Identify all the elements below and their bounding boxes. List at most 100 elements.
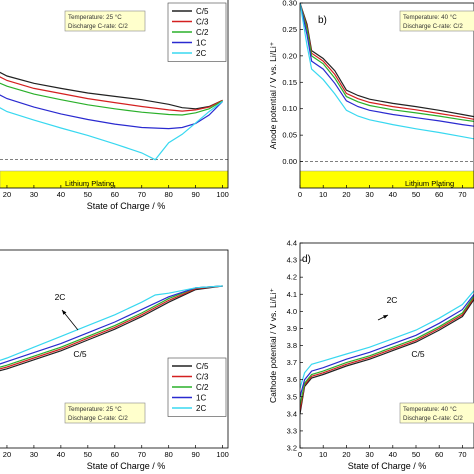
series-line-C-5 <box>0 285 223 372</box>
panel-d: 0 10 20 30 40 50 60 70 3.2 3.3 3.4 3.5 3.6 3.7 3.8 3.9 4… <box>268 239 474 471</box>
annotation-line: Discharge C-rate: C/2 <box>68 415 128 422</box>
legend-label: C/5 <box>196 7 209 16</box>
series-line-1C <box>0 285 223 365</box>
panel-a: Lithium Plating 20 30 40 50 60 70 80 90 100 State … <box>0 0 229 211</box>
annotation-line: Discharge C-rate: C/2 <box>403 23 463 30</box>
series-line-C-3 <box>0 285 223 370</box>
y-tick-label: 4.1 <box>287 290 297 299</box>
legend-label: C/2 <box>196 28 209 37</box>
arrow-label-2C: 2C <box>55 292 66 302</box>
series-group <box>0 285 223 372</box>
x-tick-label: 0 <box>298 450 302 459</box>
y-tick-label: 3.4 <box>287 409 297 418</box>
series-line-C-2 <box>300 3 474 122</box>
x-tick-label: 60 <box>435 450 443 459</box>
x-tick-label: 30 <box>365 190 373 199</box>
y-tick-label: 4.2 <box>287 273 297 282</box>
x-tick-label: 90 <box>191 450 199 459</box>
x-tick-label: 20 <box>342 190 350 199</box>
x-axis-title: State of Charge / % <box>87 201 166 211</box>
series-line-1C <box>300 3 474 127</box>
annotation-box <box>399 10 474 32</box>
condition-annotation: Temperature: 40 °C Discharge C-rate: C/2 <box>399 10 474 32</box>
panel-tag: b) <box>318 15 327 26</box>
trend-arrow-head <box>62 310 67 315</box>
y-tick-label: 4.0 <box>287 307 297 316</box>
x-tick-label: 30 <box>30 450 38 459</box>
y-tick-label: 0.25 <box>282 25 297 34</box>
x-tick-label: 10 <box>319 190 327 199</box>
y-tick-label: 0.30 <box>282 0 297 8</box>
plating-label: Lithium Plating <box>65 179 114 188</box>
y-tick-label: 3.9 <box>287 324 297 333</box>
x-tick-label: 40 <box>389 450 397 459</box>
series-group <box>300 3 474 140</box>
panel-c: 20 30 40 50 60 70 80 90 100 State of Charge / % Te… <box>0 249 229 471</box>
x-tick-label: 0 <box>298 190 302 199</box>
series-line-C-3 <box>300 297 474 411</box>
x-tick-label: 60 <box>111 190 119 199</box>
series-group <box>0 71 224 161</box>
y-tick-label: 3.6 <box>287 375 297 384</box>
y-tick-label: 3.8 <box>287 341 297 350</box>
x-tick-label: 60 <box>111 450 119 459</box>
arrow-label-C5: C/5 <box>73 349 87 359</box>
y-tick-label: 3.5 <box>287 392 297 401</box>
legend-label: C/5 <box>196 362 209 371</box>
x-tick-label: 70 <box>458 450 466 459</box>
y-axis-title: Cathode potential / V vs. Li/Li⁺ <box>268 287 278 403</box>
series-line-C-3 <box>0 76 223 112</box>
y-axis-title: Anode potential / V vs. Li/Li⁺ <box>268 41 278 149</box>
series-line-1C <box>300 293 474 397</box>
x-tick-label: 40 <box>57 450 65 459</box>
plot-frame <box>0 0 229 189</box>
legend-label: 1C <box>196 39 206 48</box>
x-tick-label: 70 <box>458 190 466 199</box>
series-line-2C <box>300 3 474 140</box>
x-tick-label: 10 <box>319 450 327 459</box>
annotation-box <box>399 402 474 424</box>
plot-frame <box>0 249 229 449</box>
x-tick-label: 80 <box>165 450 173 459</box>
x-tick-label: 20 <box>3 190 11 199</box>
x-tick-label: 50 <box>84 190 92 199</box>
x-tick-label: 20 <box>3 450 11 459</box>
condition-annotation: Temperature: 40 °C Discharge C-rate: C/2 <box>399 402 474 424</box>
panel-b: Lithium Plating 0 10 20 30 40 50 60 70 0.00 0.05 0.… <box>268 0 474 199</box>
x-tick-label: 70 <box>138 190 146 199</box>
x-tick-label: 80 <box>165 190 173 199</box>
x-tick-label: 50 <box>84 450 92 459</box>
y-tick-label: 4.3 <box>287 256 297 265</box>
annotation-box <box>64 10 146 32</box>
y-tick-label: 0.00 <box>282 157 297 166</box>
trend-arrow-head <box>383 315 388 319</box>
x-tick-label: 20 <box>342 450 350 459</box>
x-tick-label: 100 <box>216 190 229 199</box>
x-tick-label: 30 <box>365 450 373 459</box>
annotation-line: Discharge C-rate: C/2 <box>403 415 463 422</box>
series-line-C-2 <box>300 295 474 406</box>
series-line-C-2 <box>0 82 223 116</box>
condition-annotation: Temperature: 25 °C Discharge C-rate: C/2 <box>64 402 146 424</box>
annotation-box <box>64 402 146 424</box>
legend-label: C/3 <box>196 373 209 382</box>
arrow-label-2C: 2C <box>387 295 398 305</box>
annotation-line: Temperature: 40 °C <box>403 14 457 21</box>
x-tick-label: 60 <box>435 190 443 199</box>
plot-frame <box>299 2 474 189</box>
panel-tag: d) <box>302 254 311 265</box>
legend-label: C/2 <box>196 383 209 392</box>
annotation-line: Temperature: 25 °C <box>68 406 122 413</box>
y-tick-label: 3.3 <box>287 426 297 435</box>
x-tick-label: 100 <box>216 450 229 459</box>
series-line-C-5 <box>300 299 474 414</box>
x-tick-label: 40 <box>389 190 397 199</box>
arrow-label-C5: C/5 <box>411 349 425 359</box>
legend-label: 2C <box>196 49 206 58</box>
y-tick-label: 4.4 <box>287 239 297 248</box>
y-tick-label: 0.05 <box>282 131 297 140</box>
condition-annotation: Temperature: 25 °C Discharge C-rate: C/2 <box>64 10 146 32</box>
y-tick-label: 3.7 <box>287 358 297 367</box>
